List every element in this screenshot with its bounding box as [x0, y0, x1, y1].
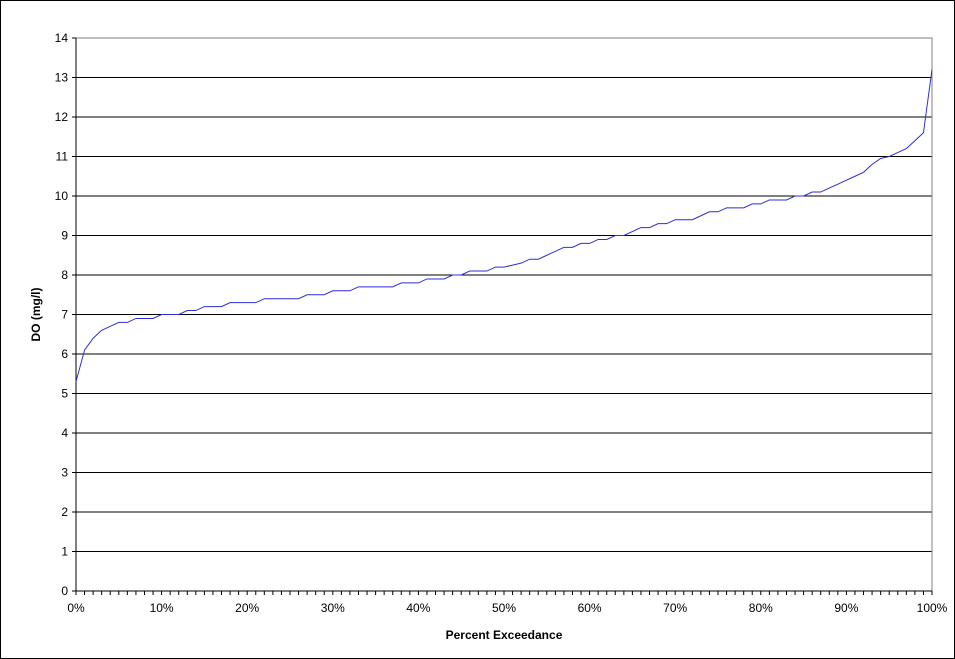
x-tick-label: 100%: [917, 601, 948, 615]
y-tick-label: 11: [56, 150, 69, 164]
y-ticks: [72, 37, 76, 592]
x-tick-label: 90%: [834, 601, 858, 615]
y-tick-label: 12: [55, 110, 69, 124]
x-tick-label: 40%: [406, 601, 430, 615]
y-tick-label: 9: [61, 229, 68, 243]
y-tick-label: 4: [61, 426, 68, 440]
x-tick-label: 20%: [235, 601, 259, 615]
x-tick-label: 80%: [749, 601, 773, 615]
y-tick-label: 10: [55, 189, 69, 203]
y-tick-label: 7: [61, 308, 68, 322]
x-tick-label: 10%: [150, 601, 174, 615]
y-tick-label: 14: [55, 31, 69, 45]
x-minor-ticks: [75, 591, 933, 595]
y-tick-label: 2: [61, 505, 68, 519]
y-tick-label: 3: [61, 466, 68, 480]
x-tick-label: 50%: [492, 601, 516, 615]
x-tick-label: 60%: [578, 601, 602, 615]
grid-lines: [76, 77, 932, 552]
y-tick-label: 5: [61, 387, 68, 401]
x-tick-label: 0%: [67, 601, 85, 615]
x-tick-labels: 0% 10% 20% 30% 40% 50% 60% 70% 80% 90% 100%: [67, 601, 947, 615]
y-tick-label: 0: [61, 584, 68, 598]
x-axis-title: Percent Exceedance: [446, 628, 563, 642]
x-tick-label: 70%: [663, 601, 687, 615]
series-line: [75, 69, 933, 382]
y-tick-label: 13: [55, 71, 69, 85]
y-tick-label: 8: [61, 268, 68, 282]
y-tick-label: 1: [61, 545, 68, 559]
y-axis-title: DO (mg/l): [29, 288, 43, 342]
x-tick-label: 30%: [321, 601, 345, 615]
y-tick-label: 6: [61, 347, 68, 361]
